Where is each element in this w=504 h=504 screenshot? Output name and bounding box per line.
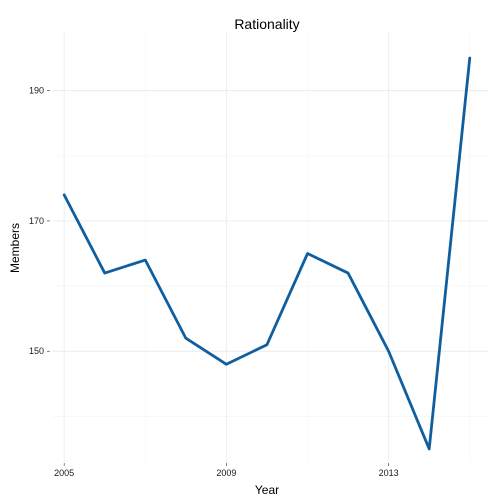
chart-title: Rationality	[234, 16, 299, 32]
y-axis-label: Members	[8, 223, 22, 273]
x-tick-label: 2005	[54, 468, 74, 478]
major-gridlines	[52, 32, 488, 462]
x-tick-label: 2009	[216, 468, 236, 478]
minor-gridlines	[52, 32, 488, 462]
ticks-layer: 2005 2009 2013 150 170 190	[29, 86, 399, 478]
x-tick-label: 2013	[379, 468, 399, 478]
y-tick-label: 150	[29, 346, 44, 356]
series-layer	[62, 56, 472, 451]
y-tick-label: 170	[29, 216, 44, 226]
x-axis-label: Year	[255, 483, 279, 497]
y-tick-label: 190	[29, 86, 44, 96]
series-line	[62, 56, 472, 451]
